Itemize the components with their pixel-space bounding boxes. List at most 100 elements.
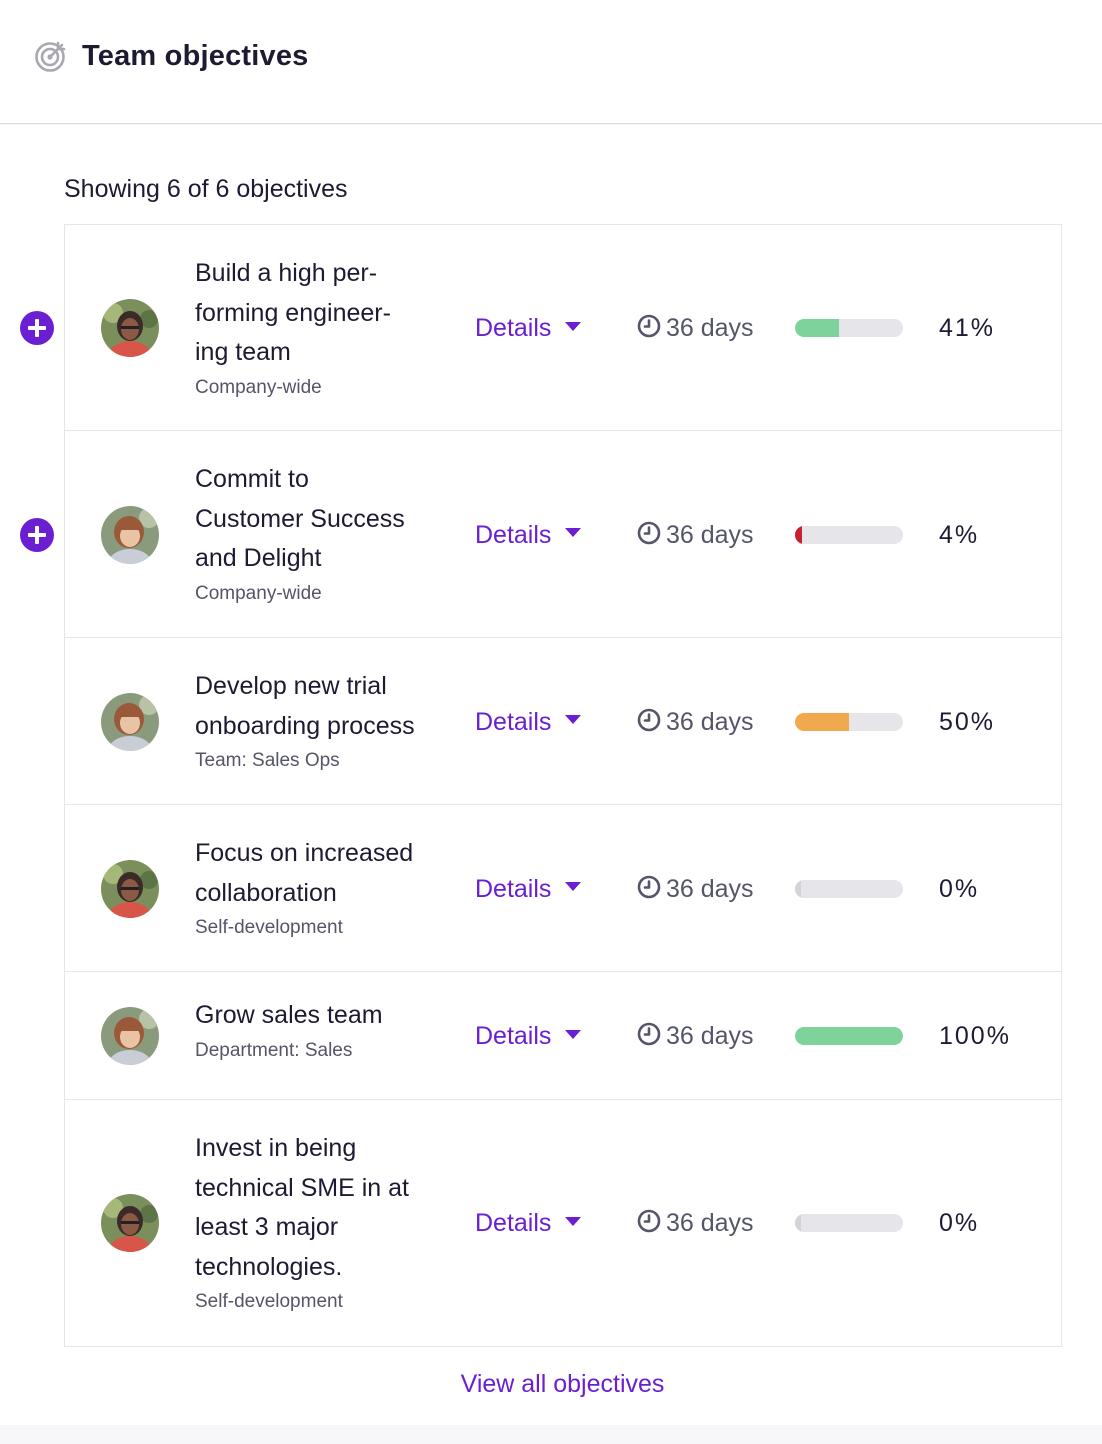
objective-row[interactable]: Build a high per-forming engineer-ing te… [20, 225, 1061, 431]
caret-down-icon [565, 1029, 582, 1039]
view-all-objectives-link[interactable]: View all objectives [460, 1370, 665, 1398]
progress-percent: 0% [939, 874, 980, 903]
objective-title-line: onboarding process [195, 711, 415, 740]
details-dropdown[interactable]: Details [475, 1207, 582, 1239]
details-dropdown[interactable]: Details [475, 312, 582, 344]
caret-down-icon [565, 1216, 582, 1226]
add-plus-icon[interactable] [20, 517, 54, 552]
objective-title-line: Grow sales team [195, 1001, 383, 1029]
progress-bar [795, 879, 903, 898]
progress-bar [795, 525, 903, 544]
objectives-list: Build a high per-forming engineer-ing te… [20, 224, 1062, 1347]
details-label: Details [475, 707, 552, 736]
avatar [101, 859, 159, 918]
objective-title-line: Commit to [195, 465, 309, 493]
due-time: 36 days [637, 519, 754, 551]
progress-bar-fill [795, 712, 849, 731]
details-dropdown[interactable]: Details [475, 873, 582, 905]
due-label: 36 days [666, 314, 754, 342]
avatar [101, 299, 159, 357]
progress-bar [795, 319, 903, 337]
progress-bar [795, 1027, 903, 1045]
objective-scope: Self-development [195, 1291, 343, 1312]
objective-title[interactable]: Invest in being technical SME in at least … [195, 1129, 445, 1287]
page-title: Team objectives [82, 40, 309, 72]
objective-title[interactable]: Grow sales team [195, 996, 445, 1036]
objective-title-line: Invest in being [195, 1134, 357, 1162]
due-time: 36 days [637, 706, 754, 738]
objective-title-line: technical SME in at [195, 1173, 409, 1202]
details-dropdown[interactable]: Details [475, 1020, 582, 1052]
objective-row[interactable]: Commit to Customer Success and Delight Comp… [20, 431, 1061, 638]
progress-percent: 50% [939, 707, 996, 736]
due-label: 36 days [666, 1209, 754, 1237]
objective-title-line: and Delight [195, 544, 322, 572]
details-dropdown[interactable]: Details [475, 706, 582, 738]
objective-row[interactable]: Grow sales team Department: Sales Details 3… [65, 972, 1061, 1100]
objective-title-line: technologies. [195, 1252, 343, 1281]
progress-bar-fill [795, 1214, 801, 1232]
objective-text: Build a high per-forming engineer-ing te… [195, 254, 445, 401]
objective-text: Invest in being technical SME in at least … [195, 1129, 445, 1315]
details-label: Details [475, 874, 552, 903]
due-label: 36 days [666, 874, 754, 903]
objective-row[interactable]: Focus on increased collaboration Self-deve… [65, 805, 1061, 972]
clock-icon [637, 315, 661, 338]
avatar [101, 505, 159, 564]
objective-title-line: forming engineer- [195, 298, 391, 327]
details-dropdown[interactable]: Details [475, 519, 582, 551]
caret-down-icon [565, 528, 582, 538]
clock-icon [637, 708, 661, 732]
avatar [101, 1007, 159, 1065]
progress-bar [795, 1214, 903, 1232]
add-plus-icon[interactable] [20, 311, 54, 345]
objective-title-line: ing team [195, 338, 291, 366]
objective-title-line: collaboration [195, 878, 337, 907]
objective-text: Develop new trial onboarding process Team:… [195, 667, 445, 774]
clock-icon [637, 1023, 661, 1046]
objective-text: Commit to Customer Success and Delight Comp… [195, 460, 445, 607]
objective-title[interactable]: Build a high per-forming engineer-ing te… [195, 254, 445, 373]
due-time: 36 days [637, 873, 754, 905]
caret-down-icon [565, 321, 582, 331]
objective-title-line: least 3 major [195, 1213, 339, 1241]
objective-scope: Company-wide [195, 376, 322, 398]
objective-row[interactable]: Invest in being technical SME in at least … [65, 1100, 1061, 1346]
details-label: Details [475, 1209, 552, 1237]
objective-title[interactable]: Focus on increased collaboration [195, 834, 445, 913]
objective-title-line: Develop new trial [195, 672, 387, 700]
due-label: 36 days [666, 707, 754, 736]
clock-icon [637, 1210, 661, 1233]
objective-scope: Self-development [195, 917, 343, 938]
objective-title-line: Build a high per- [195, 259, 378, 287]
progress-bar-fill [795, 319, 840, 337]
due-label: 36 days [666, 520, 754, 549]
due-label: 36 days [666, 1022, 754, 1050]
objective-text: Grow sales team Department: Sales [195, 996, 445, 1064]
due-time: 36 days [637, 1207, 754, 1239]
target-icon [34, 39, 68, 73]
details-label: Details [475, 520, 552, 549]
progress-percent: 41% [939, 314, 996, 342]
progress-percent: 4% [939, 520, 980, 549]
avatar [101, 692, 159, 751]
avatar [101, 1194, 159, 1252]
progress-bar [795, 712, 903, 731]
due-time: 36 days [637, 312, 754, 344]
objectives-panel: Showing 6 of 6 objectives Build a high p… [0, 125, 1102, 1425]
details-label: Details [475, 1022, 552, 1050]
progress-percent: 0% [939, 1209, 980, 1237]
page-header: Team objectives [0, 0, 1102, 124]
progress-bar-fill [795, 1027, 903, 1045]
objective-text: Focus on increased collaboration Self-deve… [195, 834, 445, 941]
progress-bar-fill [795, 525, 802, 544]
objectives-count: Showing 6 of 6 objectives [64, 175, 348, 203]
objective-title-line: Focus on increased [195, 839, 414, 867]
objective-row[interactable]: Develop new trial onboarding process Team:… [65, 638, 1061, 805]
progress-bar-fill [795, 879, 801, 898]
objective-title[interactable]: Commit to Customer Success and Delight [195, 460, 445, 579]
due-time: 36 days [637, 1020, 754, 1052]
progress-percent: 100% [939, 1022, 1011, 1050]
objective-scope: Company-wide [195, 582, 322, 604]
objective-title[interactable]: Develop new trial onboarding process [195, 667, 445, 746]
